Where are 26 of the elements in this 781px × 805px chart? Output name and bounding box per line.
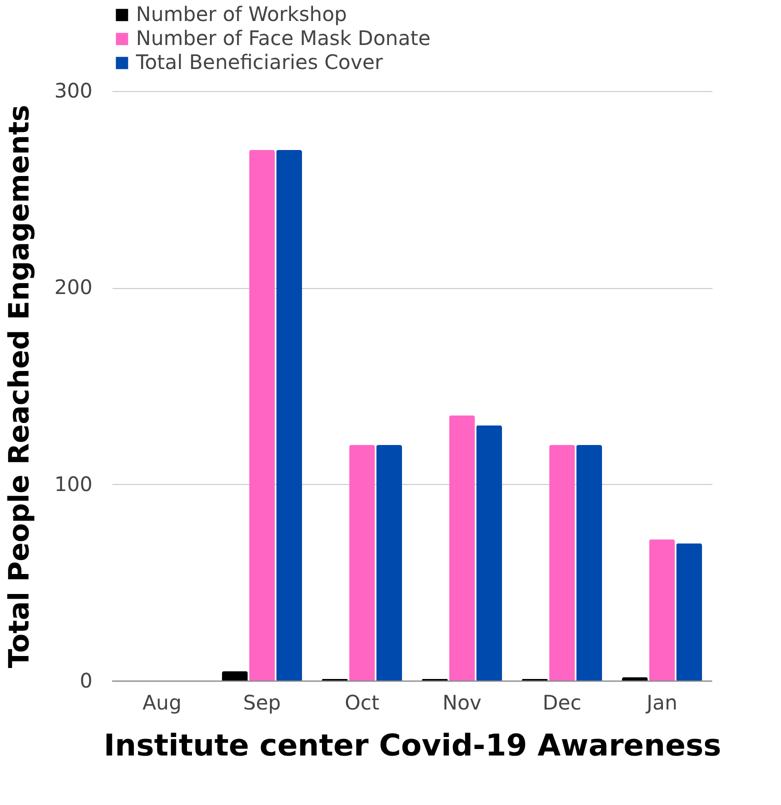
bar (676, 543, 702, 681)
x-tick-label: Sep (243, 690, 281, 714)
y-tick-label: 200 (54, 275, 92, 300)
bar (276, 150, 302, 681)
y-tick-label: 100 (54, 472, 92, 496)
x-tick-label: Oct (344, 690, 380, 714)
x-tick-label: Nov (442, 690, 482, 714)
bar (249, 150, 275, 681)
bar (349, 445, 375, 681)
bar (449, 416, 475, 681)
legend-label: Number of Face Mask Donate (136, 26, 431, 50)
legend-label: Total Beneficiaries Cover (135, 50, 384, 74)
y-axis-title: Total People Reached Engagements (2, 104, 36, 668)
legend-label: Number of Workshop (136, 2, 348, 26)
bar (376, 445, 402, 681)
bar (549, 445, 575, 681)
x-tick-label: Jan (644, 690, 678, 714)
y-tick-label: 300 (54, 78, 92, 102)
x-axis-title: Institute center Covid-19 Awareness (104, 728, 722, 764)
bar (222, 671, 248, 681)
bar (576, 445, 602, 681)
bar (476, 425, 502, 681)
y-tick-label: 0 (80, 668, 92, 692)
x-tick-label: Dec (542, 690, 582, 714)
x-tick-label: Aug (142, 690, 182, 714)
bar (649, 539, 675, 681)
